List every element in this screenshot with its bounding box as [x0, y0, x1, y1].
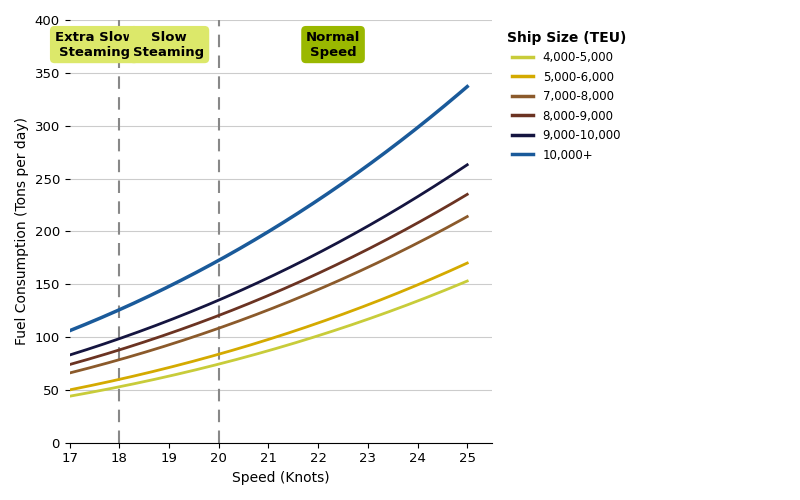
Text: Extra Slow
Steaming: Extra Slow Steaming: [54, 30, 134, 58]
X-axis label: Speed (Knots): Speed (Knots): [232, 471, 330, 485]
Text: Slow
Steaming: Slow Steaming: [134, 30, 205, 58]
Y-axis label: Fuel Consumption (Tons per day): Fuel Consumption (Tons per day): [15, 118, 29, 346]
Legend: 4,000-5,000, 5,000-6,000, 7,000-8,000, 8,000-9,000, 9,000-10,000, 10,000+: 4,000-5,000, 5,000-6,000, 7,000-8,000, 8…: [502, 26, 631, 166]
Text: Normal
Speed: Normal Speed: [306, 30, 360, 58]
